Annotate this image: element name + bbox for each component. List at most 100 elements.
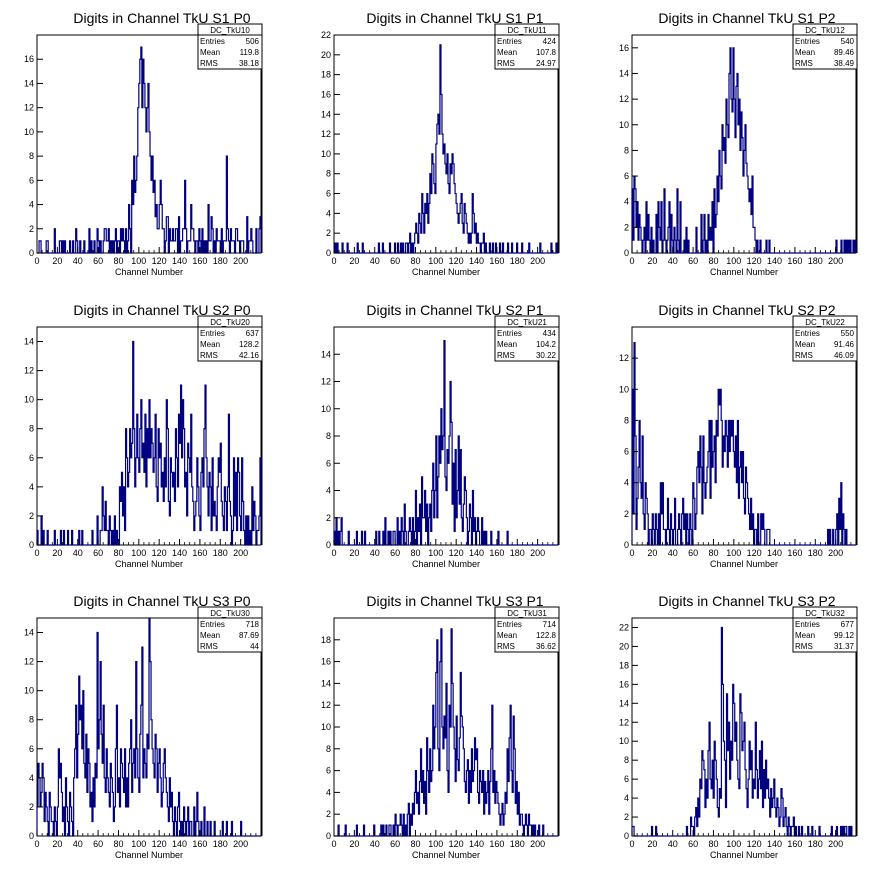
histogram-panel-9: Digits in Channel TkU S3 P20 20 40 60 80 100 1… <box>619 593 858 860</box>
y-tick-label: 8 <box>624 415 629 425</box>
y-tick-label: 12 <box>24 103 34 113</box>
y-tick-label: 6 <box>326 766 331 776</box>
x-tick-label: 160 <box>787 548 802 558</box>
y-tick-label: 6 <box>326 458 331 468</box>
stats-value: 122.8 <box>536 631 557 640</box>
x-tick-label: 100 <box>726 839 741 849</box>
x-tick-label: 20 <box>349 548 359 558</box>
x-tick-label: 160 <box>489 548 504 558</box>
stats-value: 46.09 <box>834 351 855 360</box>
y-tick-label: 12 <box>321 129 331 139</box>
stats-value: 104.2 <box>536 340 557 349</box>
y-tick-label: 2 <box>624 812 629 822</box>
y-tick-label: 12 <box>321 700 331 710</box>
stats-key: Mean <box>200 631 220 640</box>
x-tick-label: 0 <box>629 548 634 558</box>
x-tick-label: 120 <box>747 548 762 558</box>
stats-key: Entries <box>200 329 225 338</box>
stats-name: DC_TkU10 <box>210 26 250 35</box>
histogram-panel-5: Digits in Channel TkU S2 P10 20 40 60 80 100 1… <box>321 302 560 569</box>
x-tick-label: 60 <box>93 839 103 849</box>
x-tick-label: 60 <box>390 839 400 849</box>
stats-name: DC_TkU32 <box>805 609 845 618</box>
x-tick-label: 0 <box>331 548 336 558</box>
x-tick-label: 160 <box>787 839 802 849</box>
x-tick-label: 100 <box>428 548 443 558</box>
y-tick-label: 4 <box>326 486 331 496</box>
stats-value: 91.46 <box>834 340 855 349</box>
y-tick-label: 14 <box>619 68 629 78</box>
y-tick-label: 8 <box>326 169 331 179</box>
stats-value: 107.8 <box>536 48 557 57</box>
y-tick-label: 0 <box>624 248 629 258</box>
x-tick-label: 40 <box>73 839 83 849</box>
stats-key: Entries <box>497 620 522 629</box>
y-tick-label: 4 <box>624 478 629 488</box>
x-tick-label: 0 <box>34 839 39 849</box>
histogram-panel-7: Digits in Channel TkU S3 P00 20 40 60 80 100 1… <box>24 593 263 860</box>
x-tick-label: 200 <box>828 548 843 558</box>
y-tick-label: 14 <box>321 109 331 119</box>
x-tick-label: 160 <box>192 256 207 266</box>
x-tick-label: 20 <box>647 839 657 849</box>
x-tick-label: 120 <box>449 548 464 558</box>
x-tick-label: 200 <box>828 256 843 266</box>
y-tick-label: 12 <box>24 366 34 376</box>
x-tick-label: 140 <box>767 839 782 849</box>
histogram-line <box>36 340 262 546</box>
x-tick-label: 120 <box>152 256 167 266</box>
x-tick-label: 100 <box>131 256 146 266</box>
x-tick-label: 20 <box>349 839 359 849</box>
x-tick-label: 60 <box>93 256 103 266</box>
x-tick-label: 180 <box>510 548 525 558</box>
y-tick-label: 18 <box>619 660 629 670</box>
y-tick-label: 4 <box>326 208 331 218</box>
x-tick-label: 0 <box>629 256 634 266</box>
x-tick-label: 200 <box>530 256 545 266</box>
x-tick-label: 120 <box>449 839 464 849</box>
y-tick-label: 8 <box>326 744 331 754</box>
x-tick-label: 0 <box>331 256 336 266</box>
y-tick-label: 0 <box>29 540 34 550</box>
x-axis-label: Channel Number <box>412 267 480 277</box>
x-tick-label: 100 <box>131 548 146 558</box>
y-tick-label: 12 <box>619 353 629 363</box>
x-tick-label: 120 <box>152 839 167 849</box>
y-tick-label: 6 <box>624 171 629 181</box>
stats-box: DC_TkU12 Entries 540 Mean 89.46 RMS 38.49 <box>792 23 858 253</box>
y-tick-label: 16 <box>321 89 331 99</box>
y-tick-label: 12 <box>24 657 34 667</box>
stats-value: 99.12 <box>834 631 855 640</box>
x-tick-label: 20 <box>52 256 62 266</box>
stats-value: 30.22 <box>536 351 557 360</box>
x-tick-label: 40 <box>370 256 380 266</box>
x-tick-label: 200 <box>233 548 248 558</box>
x-tick-label: 60 <box>688 839 698 849</box>
x-tick-label: 0 <box>629 839 634 849</box>
x-tick-label: 180 <box>510 256 525 266</box>
histogram-line <box>334 44 558 254</box>
x-tick-label: 80 <box>410 548 420 558</box>
stats-value: 506 <box>246 37 260 46</box>
x-axis-label: Channel Number <box>412 559 480 569</box>
stats-value: 42.16 <box>239 351 260 360</box>
x-tick-label: 60 <box>390 548 400 558</box>
histogram-line <box>37 46 262 254</box>
x-tick-label: 80 <box>410 256 420 266</box>
x-tick-label: 80 <box>708 548 718 558</box>
x-tick-label: 60 <box>688 256 698 266</box>
x-tick-label: 60 <box>688 548 698 558</box>
y-tick-label: 10 <box>24 127 34 137</box>
stats-value: 38.18 <box>239 59 260 68</box>
x-axis-label: Channel Number <box>710 850 778 860</box>
x-tick-label: 100 <box>726 548 741 558</box>
x-tick-label: 40 <box>370 548 380 558</box>
y-tick-label: 16 <box>619 43 629 53</box>
stats-value: 714 <box>543 620 557 629</box>
x-tick-label: 20 <box>647 256 657 266</box>
stats-value: 677 <box>841 620 855 629</box>
y-tick-label: 14 <box>24 78 34 88</box>
stats-key: Entries <box>795 329 820 338</box>
y-tick-label: 4 <box>29 773 34 783</box>
panel-title: Digits in Channel TkU S2 P0 <box>73 302 250 318</box>
